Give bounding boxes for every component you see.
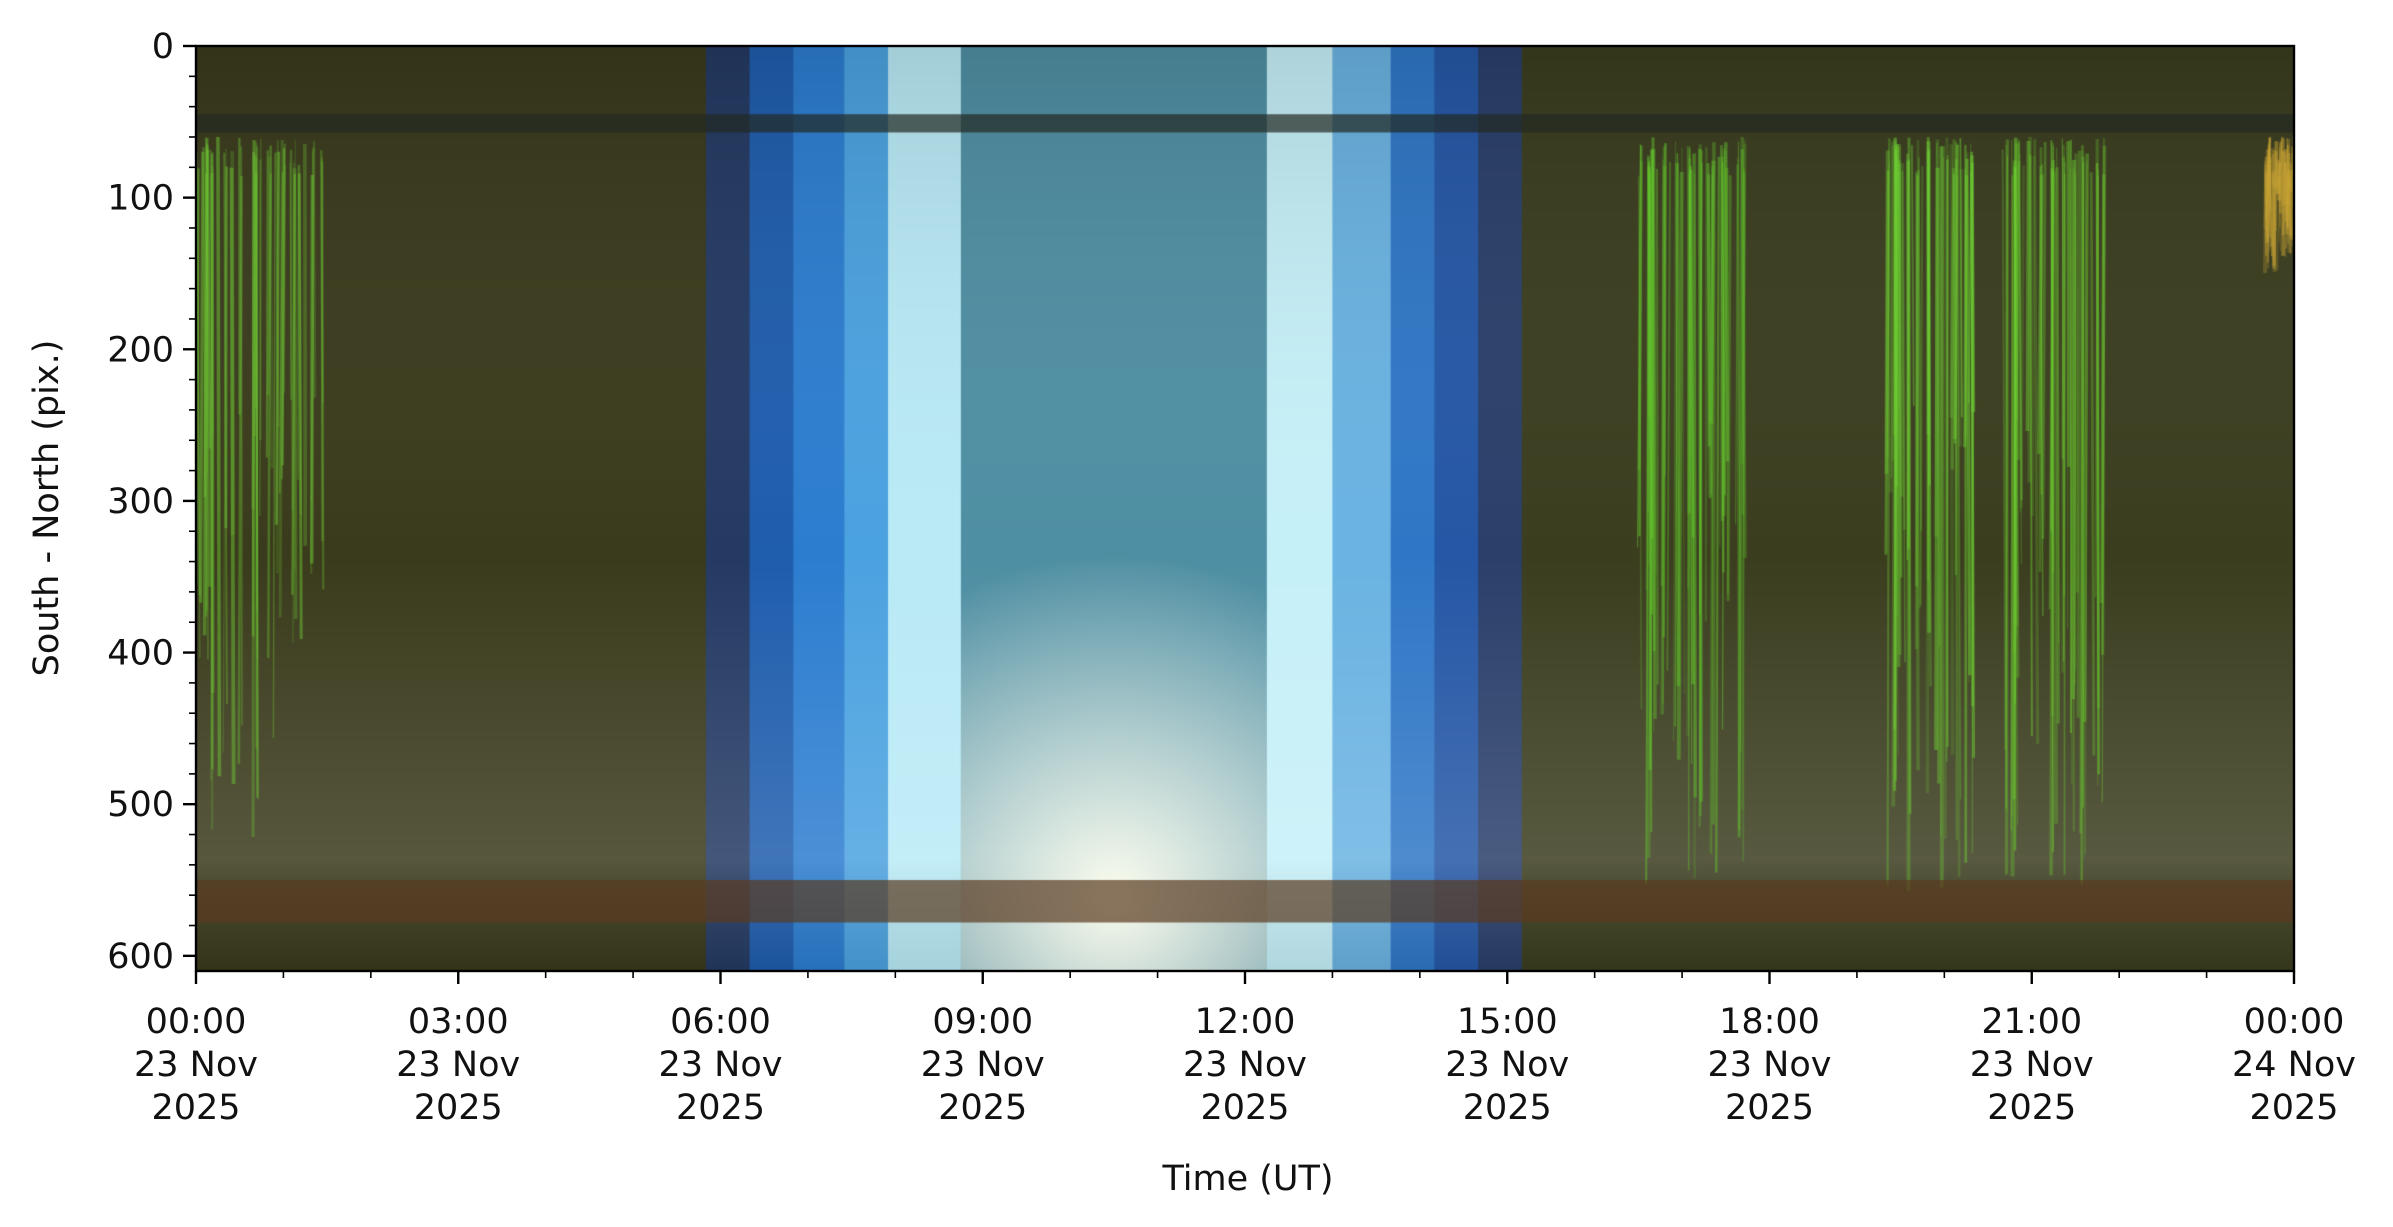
x-tick-label: 23 Nov	[396, 1045, 520, 1085]
x-tick-label: 09:00	[932, 1002, 1033, 1042]
plot-frame	[194, 44, 2296, 973]
x-tick-label: 03:00	[408, 1002, 509, 1042]
x-tick-label: 2025	[1987, 1088, 2076, 1128]
x-tick-label: 06:00	[670, 1002, 771, 1042]
x-tick-label: 15:00	[1457, 1002, 1558, 1042]
x-tick-label: 2025	[414, 1088, 503, 1128]
x-tick-label: 23 Nov	[1183, 1045, 1307, 1085]
x-tick-label: 23 Nov	[1445, 1045, 1569, 1085]
x-tick-label: 2025	[676, 1088, 765, 1128]
x-tick-label: 2025	[151, 1088, 240, 1128]
x-tick-label: 2025	[1463, 1088, 1552, 1128]
y-tick-label: 200	[107, 330, 174, 370]
x-tick-label: 21:00	[1981, 1002, 2082, 1042]
y-tick-label: 400	[107, 634, 174, 674]
x-tick-label: 00:00	[146, 1002, 247, 1042]
x-tick-label: 23 Nov	[921, 1045, 1045, 1085]
x-tick-label: 2025	[2249, 1088, 2338, 1128]
x-tick-label: 2025	[938, 1088, 1027, 1128]
x-tick-label: 23 Nov	[1970, 1045, 2094, 1085]
y-axis-label: South - North (pix.)	[27, 340, 67, 677]
x-tick-label: 2025	[1725, 1088, 1814, 1128]
x-axis-label: Time (UT)	[1161, 1159, 1333, 1199]
y-tick-label: 300	[107, 482, 174, 522]
x-tick-label: 2025	[1200, 1088, 1289, 1128]
y-axis-ticks: 0 100 200 300 400 500 600	[107, 27, 196, 977]
y-tick-label: 600	[107, 937, 174, 977]
y-tick-label: 0	[152, 27, 174, 67]
y-tick-label: 100	[107, 179, 174, 219]
x-tick-label: 23 Nov	[134, 1045, 258, 1085]
x-tick-label: 23 Nov	[1708, 1045, 1832, 1085]
x-tick-label: 18:00	[1719, 1002, 1820, 1042]
keogram-image	[196, 46, 2294, 971]
x-tick-label: 23 Nov	[659, 1045, 783, 1085]
x-tick-label: 12:00	[1195, 1002, 1296, 1042]
y-tick-label: 500	[107, 785, 174, 825]
x-tick-label: 00:00	[2244, 1002, 2345, 1042]
x-tick-label: 24 Nov	[2232, 1045, 2356, 1085]
